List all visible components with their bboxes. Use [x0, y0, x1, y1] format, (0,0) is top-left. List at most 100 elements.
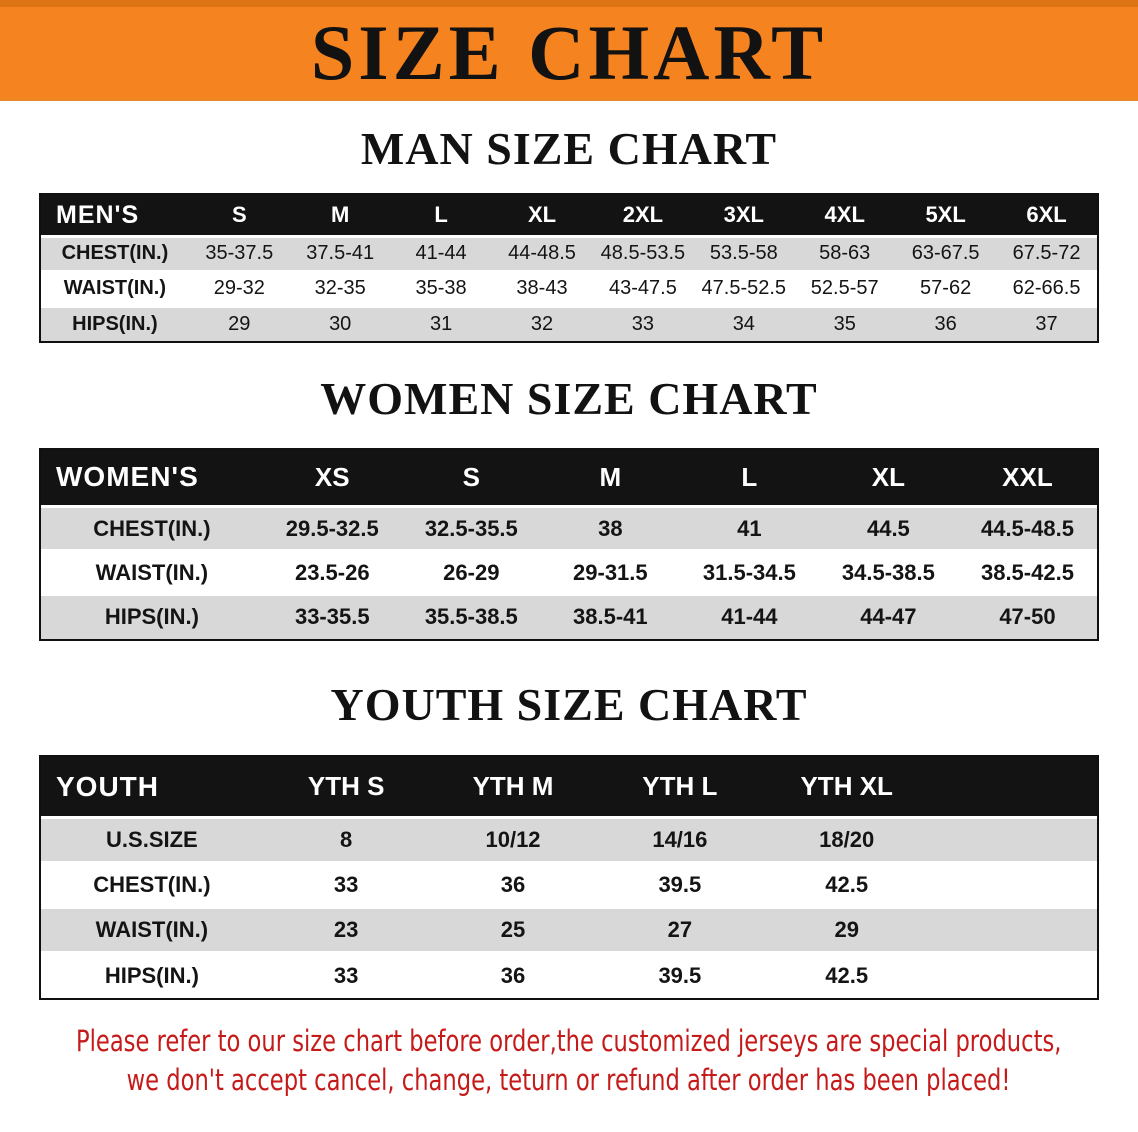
youth-size-table: YOUTH YTH S YTH M YTH L YTH XL U.S.SIZE 8 10/12…: [41, 756, 1097, 998]
measurement-row: HIPS(IN.) 33 36 39.5 42.5: [41, 951, 1097, 998]
value-cell: 53.5-58: [693, 234, 795, 272]
size-column-header: 2XL: [592, 195, 694, 237]
measurement-row: WAIST(IN.) 29-32 32-35 35-38 38-43 43-47.5 47.…: [41, 269, 1097, 307]
value-cell: 27: [596, 906, 764, 953]
table-header-row: WOMEN'S XS S M L XL XXL: [41, 449, 1097, 507]
value-cell: 44-47: [818, 593, 958, 639]
size-column-header: XL: [818, 449, 958, 507]
row-label-cell: CHEST(IN.): [41, 861, 263, 908]
row-label-cell: HIPS(IN.): [41, 951, 263, 998]
value-cell: 58-63: [794, 234, 896, 272]
measurement-row: U.S.SIZE 8 10/12 14/16 18/20: [41, 816, 1097, 863]
value-cell: 23: [262, 906, 430, 953]
value-cell: 42.5: [763, 861, 931, 908]
value-cell: 8: [262, 816, 430, 863]
value-cell: 39.5: [596, 951, 764, 998]
measurement-row: HIPS(IN.) 29 30 31 32 33 34 35 36 37: [41, 304, 1097, 342]
value-cell: 33: [592, 304, 694, 342]
size-column-header: 3XL: [693, 195, 795, 237]
value-cell: 42.5: [763, 951, 931, 998]
measurement-row: HIPS(IN.) 33-35.5 35.5-38.5 38.5-41 41-44 44-…: [41, 593, 1097, 639]
size-column-header: 4XL: [794, 195, 896, 237]
value-cell: 38: [540, 505, 680, 551]
value-cell: 14/16: [596, 816, 764, 863]
value-cell: 44-48.5: [491, 234, 593, 272]
women-size-table-frame: WOMEN'S XS S M L XL XXL CHEST(IN.) 29.5-32.5 32.5…: [39, 447, 1099, 641]
value-cell: 37: [996, 304, 1097, 342]
size-column-header: M: [289, 195, 391, 237]
value-cell: 35-38: [390, 269, 492, 307]
title-banner: SIZE CHART: [0, 0, 1138, 101]
value-cell: 47.5-52.5: [693, 269, 795, 307]
row-label-cell: U.S.SIZE: [41, 816, 263, 863]
row-spacer-cell: [930, 906, 1097, 953]
value-cell: 34.5-38.5: [818, 549, 958, 595]
size-column-header: 6XL: [996, 195, 1097, 237]
row-label-cell: WAIST(IN.): [41, 906, 263, 953]
value-cell: 47-50: [957, 593, 1097, 639]
value-cell: 36: [895, 304, 997, 342]
size-column-header: S: [401, 449, 541, 507]
value-cell: 38.5-42.5: [957, 549, 1097, 595]
women-size-section: WOMEN SIZE CHART WOMEN'S XS S M L XL XXL CHEST(…: [0, 343, 1138, 641]
men-section-heading: MAN SIZE CHART: [360, 123, 778, 174]
value-cell: 29-31.5: [540, 549, 680, 595]
value-cell: 41: [679, 505, 819, 551]
table-header-row: MEN'S S M L XL 2XL 3XL 4XL 5XL 6XL: [41, 195, 1097, 237]
size-column-header: XL: [491, 195, 593, 237]
table-body: CHEST(IN.) 29.5-32.5 32.5-35.5 38 41 44.5 44.5…: [41, 505, 1097, 639]
measurement-row: CHEST(IN.) 29.5-32.5 32.5-35.5 38 41 44.5 44.5…: [41, 505, 1097, 551]
value-cell: 30: [289, 304, 391, 342]
value-cell: 33: [262, 951, 430, 998]
value-cell: 48.5-53.5: [592, 234, 694, 272]
value-cell: 29: [763, 906, 931, 953]
value-cell: 57-62: [895, 269, 997, 307]
value-cell: 25: [429, 906, 597, 953]
value-cell: 35.5-38.5: [401, 593, 541, 639]
value-cell: 31: [390, 304, 492, 342]
women-section-heading: WOMEN SIZE CHART: [320, 373, 818, 425]
value-cell: 33-35.5: [262, 593, 402, 639]
value-cell: 26-29: [401, 549, 541, 595]
disclaimer-line-2: we don't accept cancel, change, teturn o…: [127, 1063, 1011, 1098]
youth-size-section: YOUTH SIZE CHART YOUTH YTH S YTH M YTH L YTH…: [0, 641, 1138, 1000]
value-cell: 52.5-57: [794, 269, 896, 307]
value-cell: 67.5-72: [996, 234, 1097, 272]
row-label-cell: HIPS(IN.): [41, 593, 263, 639]
men-size-section: MAN SIZE CHART MEN'S S M L XL 2XL 3XL 4XL 5XL 6XL…: [0, 101, 1138, 344]
size-column-header: XS: [262, 449, 402, 507]
row-spacer-cell: [930, 861, 1097, 908]
men-size-table-frame: MEN'S S M L XL 2XL 3XL 4XL 5XL 6XL CHEST(IN.) 35-37…: [39, 193, 1099, 344]
value-cell: 31.5-34.5: [679, 549, 819, 595]
size-column-header: L: [390, 195, 492, 237]
value-cell: 35: [794, 304, 896, 342]
value-cell: 43-47.5: [592, 269, 694, 307]
measurement-row: WAIST(IN.) 23 25 27 29: [41, 906, 1097, 953]
value-cell: 38-43: [491, 269, 593, 307]
size-column-header: M: [540, 449, 680, 507]
row-spacer-cell: [930, 816, 1097, 863]
table-title-cell: WOMEN'S: [41, 449, 263, 507]
size-column-header: YTH L: [596, 756, 764, 818]
size-column-header: XXL: [957, 449, 1097, 507]
size-column-header: YTH XL: [763, 756, 931, 818]
value-cell: 62-66.5: [996, 269, 1097, 307]
value-cell: 63-67.5: [895, 234, 997, 272]
value-cell: 18/20: [763, 816, 931, 863]
size-column-header: L: [679, 449, 819, 507]
value-cell: 44.5: [818, 505, 958, 551]
size-column-header: YTH M: [429, 756, 597, 818]
value-cell: 10/12: [429, 816, 597, 863]
table-body: U.S.SIZE 8 10/12 14/16 18/20 CHEST(IN.) 33 36 39…: [41, 816, 1097, 998]
table-title-cell: MEN'S: [41, 195, 189, 237]
women-size-table: WOMEN'S XS S M L XL XXL CHEST(IN.) 29.5-32.5 32.5…: [41, 449, 1097, 639]
size-column-header: 5XL: [895, 195, 997, 237]
value-cell: 37.5-41: [289, 234, 391, 272]
measurement-row: CHEST(IN.) 33 36 39.5 42.5: [41, 861, 1097, 908]
page-title: SIZE CHART: [310, 9, 828, 96]
size-column-header: S: [188, 195, 290, 237]
value-cell: 38.5-41: [540, 593, 680, 639]
value-cell: 36: [429, 951, 597, 998]
men-size-table: MEN'S S M L XL 2XL 3XL 4XL 5XL 6XL CHEST(IN.) 35-37…: [41, 195, 1097, 342]
